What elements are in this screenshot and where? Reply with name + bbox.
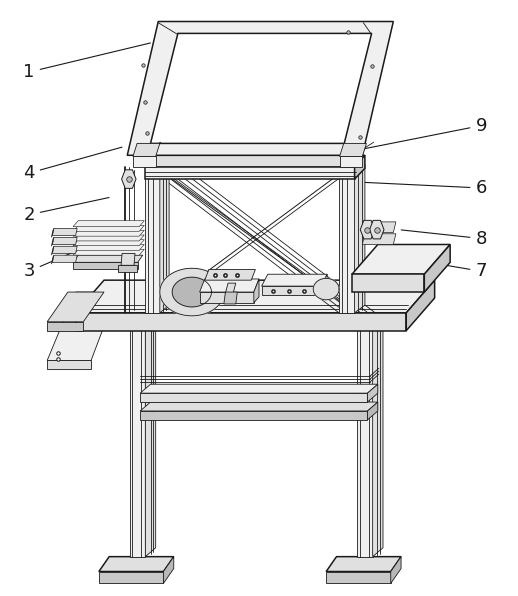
- Polygon shape: [99, 572, 163, 583]
- Polygon shape: [146, 167, 355, 179]
- Polygon shape: [339, 167, 355, 313]
- Polygon shape: [140, 402, 378, 411]
- Polygon shape: [73, 262, 138, 269]
- Polygon shape: [73, 255, 143, 262]
- Polygon shape: [357, 316, 372, 557]
- Polygon shape: [313, 278, 339, 300]
- Polygon shape: [406, 280, 435, 331]
- Polygon shape: [326, 572, 391, 583]
- Polygon shape: [160, 268, 224, 316]
- Polygon shape: [163, 557, 174, 583]
- Text: 8: 8: [401, 229, 487, 247]
- Text: 2: 2: [23, 197, 109, 224]
- Polygon shape: [362, 222, 396, 232]
- Polygon shape: [47, 292, 104, 322]
- Text: 6: 6: [360, 179, 487, 197]
- Polygon shape: [146, 156, 365, 167]
- Polygon shape: [51, 246, 54, 255]
- Polygon shape: [140, 411, 367, 420]
- Polygon shape: [73, 225, 145, 231]
- Polygon shape: [99, 557, 174, 572]
- Polygon shape: [51, 237, 54, 246]
- Polygon shape: [127, 21, 393, 156]
- Polygon shape: [146, 167, 160, 313]
- Polygon shape: [391, 557, 401, 583]
- Polygon shape: [73, 249, 145, 255]
- Polygon shape: [372, 310, 383, 557]
- Polygon shape: [199, 292, 254, 303]
- Polygon shape: [140, 384, 378, 393]
- Polygon shape: [51, 228, 54, 237]
- Polygon shape: [254, 279, 259, 303]
- Text: 3: 3: [23, 246, 89, 280]
- Polygon shape: [262, 274, 327, 286]
- Polygon shape: [367, 402, 378, 420]
- Polygon shape: [73, 221, 145, 226]
- Text: 9: 9: [334, 117, 487, 155]
- Polygon shape: [151, 33, 371, 144]
- Polygon shape: [47, 322, 83, 331]
- Polygon shape: [52, 255, 77, 262]
- Polygon shape: [199, 279, 259, 292]
- Polygon shape: [73, 230, 145, 236]
- Polygon shape: [352, 274, 424, 292]
- Polygon shape: [369, 221, 384, 239]
- Polygon shape: [355, 156, 365, 179]
- Polygon shape: [352, 244, 450, 274]
- Polygon shape: [355, 164, 365, 313]
- Polygon shape: [47, 361, 91, 370]
- Polygon shape: [367, 384, 378, 402]
- Polygon shape: [73, 235, 145, 241]
- Polygon shape: [121, 253, 135, 265]
- Polygon shape: [321, 274, 327, 295]
- Polygon shape: [52, 228, 77, 235]
- Polygon shape: [362, 234, 396, 244]
- Polygon shape: [47, 292, 117, 361]
- Polygon shape: [172, 277, 211, 307]
- Polygon shape: [262, 286, 321, 295]
- Polygon shape: [146, 310, 156, 557]
- Polygon shape: [73, 240, 145, 246]
- Polygon shape: [122, 170, 136, 188]
- Polygon shape: [52, 237, 77, 244]
- Polygon shape: [326, 557, 401, 572]
- Polygon shape: [224, 292, 237, 304]
- Polygon shape: [76, 313, 406, 331]
- Polygon shape: [340, 144, 366, 157]
- Text: 1: 1: [23, 43, 150, 81]
- Polygon shape: [340, 157, 362, 167]
- Polygon shape: [133, 144, 160, 157]
- Polygon shape: [225, 283, 236, 293]
- Polygon shape: [205, 269, 255, 280]
- Polygon shape: [360, 221, 375, 239]
- Polygon shape: [133, 157, 156, 167]
- Polygon shape: [160, 164, 169, 313]
- Polygon shape: [140, 393, 367, 402]
- Polygon shape: [130, 316, 146, 557]
- Polygon shape: [424, 244, 450, 292]
- Text: 7: 7: [396, 257, 487, 280]
- Polygon shape: [76, 280, 435, 313]
- Polygon shape: [73, 244, 145, 250]
- Polygon shape: [119, 265, 137, 272]
- Text: 4: 4: [23, 147, 122, 182]
- Polygon shape: [51, 255, 54, 264]
- Polygon shape: [52, 246, 77, 253]
